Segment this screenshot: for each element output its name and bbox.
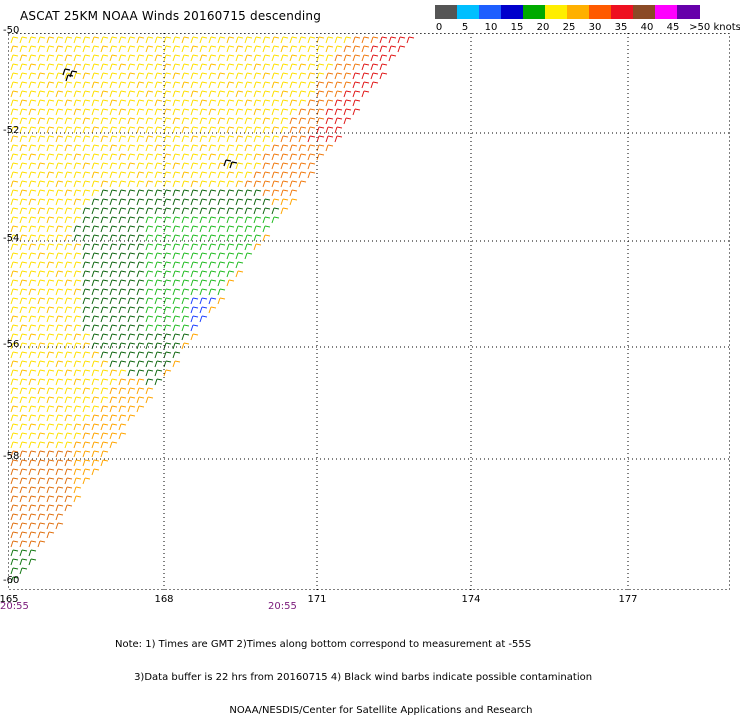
- lat-label: -56: [3, 339, 20, 350]
- lat-label: -52: [3, 125, 20, 136]
- legend-label: 45: [666, 22, 680, 33]
- lon-label: 174: [461, 594, 481, 605]
- legend-swatch: [611, 5, 634, 19]
- map-title: ASCAT 25KM NOAA Winds 20160715 descendin…: [20, 9, 322, 23]
- legend-swatch: [633, 5, 656, 19]
- legend-label: 5: [461, 22, 469, 33]
- legend-swatch: [589, 5, 612, 19]
- legend-swatch: [523, 5, 546, 19]
- legend-label: 35: [614, 22, 628, 33]
- legend-swatch: [479, 5, 502, 19]
- legend-swatch: [677, 5, 700, 19]
- contaminated-barb: [65, 74, 74, 82]
- time-label-center: 20:55: [268, 601, 297, 612]
- legend-swatch: [457, 5, 480, 19]
- legend-swatch: [501, 5, 524, 19]
- lon-label: 177: [618, 594, 638, 605]
- lat-label: -54: [3, 233, 20, 244]
- legend-label: 40: [640, 22, 654, 33]
- time-label-left: 20:55: [0, 601, 29, 612]
- map-background: [8, 33, 730, 590]
- notes: Note: 1) Times are GMT 2)Times along bot…: [115, 617, 592, 727]
- legend-label: 20: [536, 22, 550, 33]
- wind-barb-map: [8, 33, 730, 590]
- lon-label: 168: [154, 594, 174, 605]
- lat-lon-grid: [8, 33, 730, 590]
- ascat-swath: [10, 36, 415, 584]
- legend-label: 10: [484, 22, 498, 33]
- contaminated-barb: [223, 159, 232, 167]
- lat-label: -58: [3, 451, 20, 462]
- note-line-2: 3)Data buffer is 22 hrs from 20160715 4)…: [115, 672, 593, 683]
- legend-label: 30: [588, 22, 602, 33]
- note-line-3: NOAA/NESDIS/Center for Satellite Applica…: [115, 705, 533, 716]
- note-line-1: Note: 1) Times are GMT 2)Times along bot…: [115, 639, 532, 650]
- legend-label: >50 knots: [689, 22, 740, 33]
- legend-label: 25: [562, 22, 576, 33]
- contaminated-barb: [62, 68, 71, 76]
- wind-speed-legend: 0 5 10 15 20 25 30 35 40 45 >50 knots: [435, 5, 740, 35]
- contaminated-barb: [229, 161, 238, 169]
- legend-label: 15: [510, 22, 524, 33]
- legend-swatch: [567, 5, 590, 19]
- legend-swatch: [545, 5, 568, 19]
- legend-swatch: [435, 5, 458, 19]
- lon-label: 171: [307, 594, 327, 605]
- legend-swatch: [655, 5, 678, 19]
- map-frame: [8, 33, 730, 590]
- lat-label: -60: [3, 575, 20, 586]
- legend-label: 0: [435, 22, 443, 33]
- lon-label: 165: [0, 594, 19, 605]
- lat-label: -50: [3, 25, 20, 36]
